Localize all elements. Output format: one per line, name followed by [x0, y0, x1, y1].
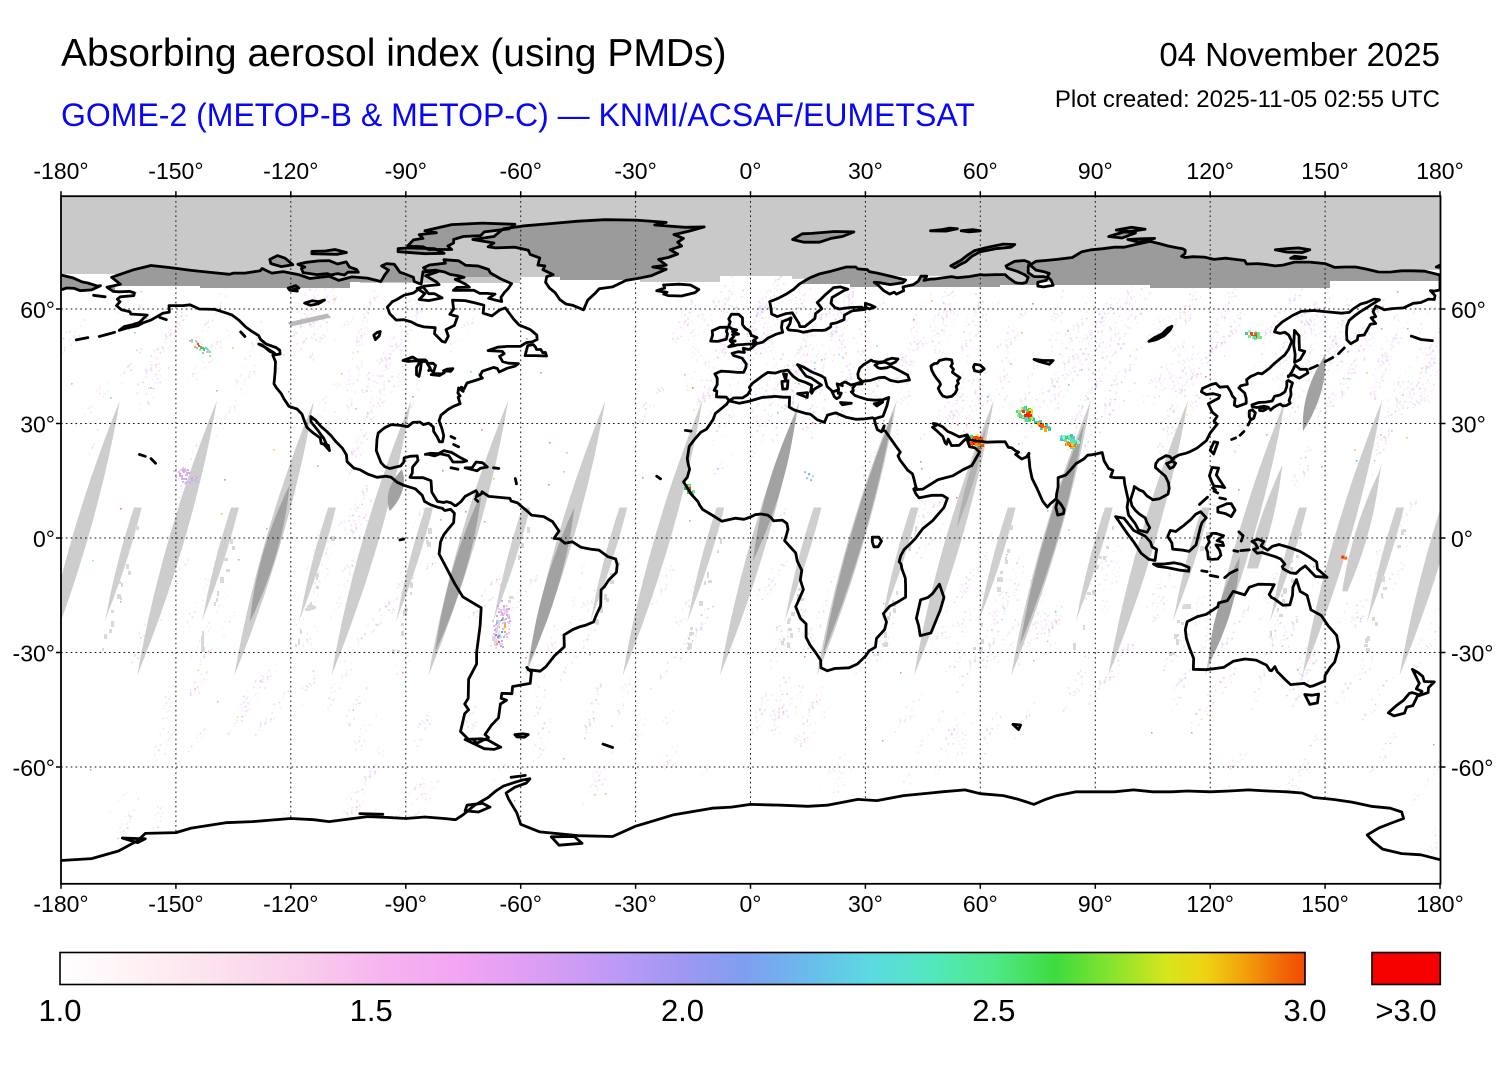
svg-text:-180°: -180° [33, 891, 88, 917]
svg-text:90°: 90° [1078, 158, 1113, 184]
svg-text:90°: 90° [1078, 891, 1113, 917]
svg-text:04 November 2025: 04 November 2025 [1159, 36, 1440, 73]
svg-text:150°: 150° [1301, 891, 1349, 917]
svg-text:120°: 120° [1186, 891, 1234, 917]
svg-text:30°: 30° [848, 891, 883, 917]
svg-text:0°: 0° [740, 891, 762, 917]
svg-text:-60°: -60° [499, 891, 541, 917]
svg-text:-120°: -120° [263, 891, 318, 917]
svg-text:-30°: -30° [13, 641, 55, 667]
svg-text:30°: 30° [1451, 412, 1486, 438]
svg-text:-150°: -150° [148, 891, 203, 917]
svg-text:60°: 60° [20, 297, 55, 323]
svg-text:-90°: -90° [385, 158, 427, 184]
svg-text:-30°: -30° [614, 891, 656, 917]
svg-text:2.0: 2.0 [661, 993, 704, 1028]
svg-text:150°: 150° [1301, 158, 1349, 184]
svg-text:2.5: 2.5 [972, 993, 1015, 1028]
svg-text:-60°: -60° [13, 755, 55, 781]
svg-text:-60°: -60° [1451, 755, 1493, 781]
svg-text:0°: 0° [33, 526, 55, 552]
svg-text:GOME-2 (METOP-B & METOP-C) — K: GOME-2 (METOP-B & METOP-C) — KNMI/ACSAF/… [61, 97, 975, 133]
svg-text:Absorbing aerosol index (using: Absorbing aerosol index (using PMDs) [61, 32, 726, 75]
svg-text:-120°: -120° [263, 158, 318, 184]
svg-text:-90°: -90° [385, 891, 427, 917]
svg-text:>3.0: >3.0 [1375, 993, 1436, 1028]
svg-text:1.5: 1.5 [350, 993, 393, 1028]
svg-text:120°: 120° [1186, 158, 1234, 184]
svg-text:180°: 180° [1416, 158, 1464, 184]
svg-text:3.0: 3.0 [1283, 993, 1326, 1028]
svg-text:60°: 60° [1451, 297, 1486, 323]
svg-text:Plot created: 2025-11-05 02:55: Plot created: 2025-11-05 02:55 UTC [1055, 86, 1440, 113]
svg-text:60°: 60° [963, 891, 998, 917]
svg-text:0°: 0° [740, 158, 762, 184]
svg-text:1.0: 1.0 [38, 993, 81, 1028]
svg-text:60°: 60° [963, 158, 998, 184]
svg-text:-180°: -180° [33, 158, 88, 184]
svg-text:30°: 30° [848, 158, 883, 184]
svg-text:-30°: -30° [1451, 641, 1493, 667]
svg-text:30°: 30° [20, 412, 55, 438]
svg-text:-60°: -60° [499, 158, 541, 184]
svg-text:180°: 180° [1416, 891, 1464, 917]
svg-text:-30°: -30° [614, 158, 656, 184]
svg-text:-150°: -150° [148, 158, 203, 184]
svg-text:0°: 0° [1451, 526, 1473, 552]
